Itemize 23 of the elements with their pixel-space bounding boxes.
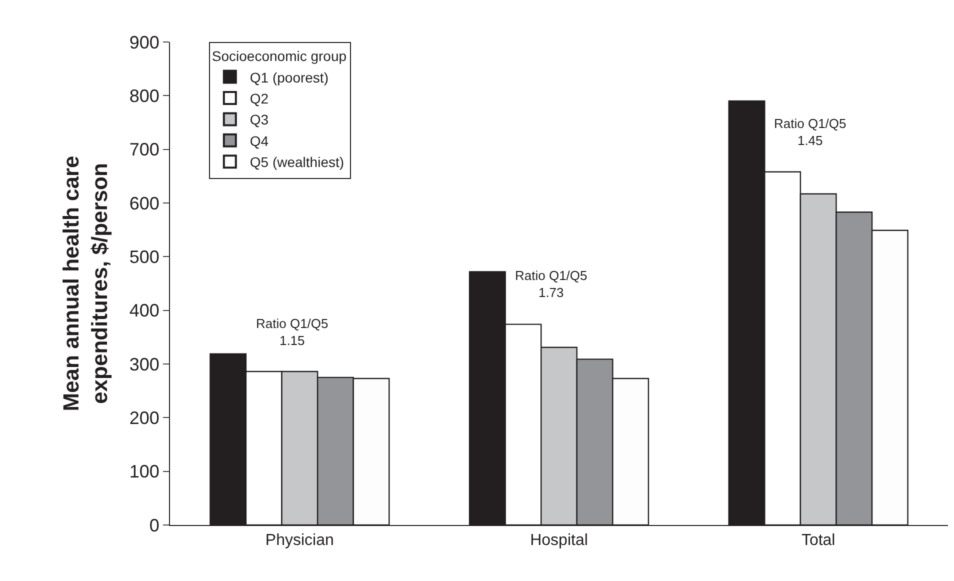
- x-tick-label: Hospital: [530, 532, 588, 550]
- y-tick-label: 200: [129, 408, 160, 428]
- annotation: Ratio Q1/Q5 1.45: [774, 116, 846, 148]
- y-axis-title: Mean annual health care expenditures, $/person: [58, 156, 112, 412]
- y-tick-label: 500: [129, 246, 160, 267]
- y-tick-label: 900: [129, 32, 160, 52]
- y-tick-label: 600: [129, 193, 160, 214]
- x-tick-label: Total: [801, 532, 836, 550]
- legend-label: Q5 (wealthiest): [250, 154, 344, 170]
- legend-label: Q2: [250, 90, 269, 106]
- y-tick-label: 0: [149, 515, 160, 536]
- legend-label: Q3: [250, 112, 269, 128]
- legend-title: Socioeconomic group: [212, 48, 347, 64]
- annotation: Ratio Q1/Q5 1.73: [515, 268, 588, 300]
- annotation: Ratio Q1/Q5 1.15: [256, 316, 328, 348]
- legend-label: Q1 (poorest): [250, 69, 328, 86]
- y-tick-label: 300: [129, 354, 160, 374]
- legend-label: Q4: [250, 132, 269, 149]
- y-tick-label: 400: [129, 300, 160, 321]
- y-tick-label: 100: [129, 462, 160, 482]
- y-tick-label: 800: [129, 86, 160, 106]
- y-tick-label: 700: [129, 140, 160, 160]
- x-tick-label: Physician: [265, 532, 334, 550]
